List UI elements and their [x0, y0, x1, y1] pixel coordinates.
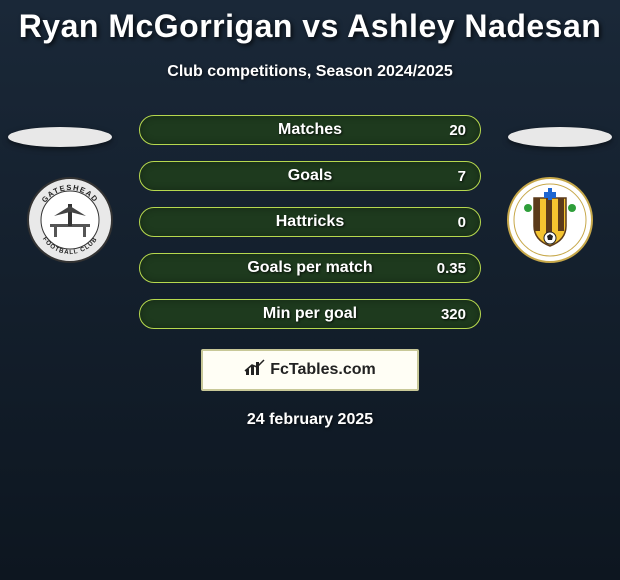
stat-right-value: 320: [441, 306, 466, 323]
stat-right-value: 7: [458, 168, 466, 185]
stat-right-value: 0: [458, 214, 466, 231]
date-text: 24 february 2025: [0, 411, 620, 429]
stat-right-value: 0.35: [437, 260, 466, 277]
subtitle: Club competitions, Season 2024/2025: [0, 63, 620, 81]
stat-label: Goals: [140, 167, 480, 185]
player-marker-left: [8, 127, 112, 147]
stat-row-goals: Goals 7: [139, 161, 481, 191]
stats-container: Matches 20 Goals 7 Hattricks 0 Goals per…: [139, 115, 481, 329]
stat-label: Min per goal: [140, 305, 480, 323]
stat-row-matches: Matches 20: [139, 115, 481, 145]
brand-banner: FcTables.com: [201, 349, 419, 391]
page-title: Ryan McGorrigan vs Ashley Nadesan: [0, 0, 620, 45]
stat-label: Hattricks: [140, 213, 480, 231]
stat-row-hattricks: Hattricks 0: [139, 207, 481, 237]
club-crest-left: GATESHEAD FOOTBALL CLUB: [20, 176, 120, 264]
brand-text: FcTables.com: [270, 361, 376, 379]
player-marker-right: [508, 127, 612, 147]
stat-label: Matches: [140, 121, 480, 139]
stat-right-value: 20: [449, 122, 466, 139]
stat-label: Goals per match: [140, 259, 480, 277]
chart-icon: [244, 359, 266, 382]
stat-row-min-per-goal: Min per goal 320: [139, 299, 481, 329]
stat-row-goals-per-match: Goals per match 0.35: [139, 253, 481, 283]
club-crest-right: [500, 176, 600, 264]
